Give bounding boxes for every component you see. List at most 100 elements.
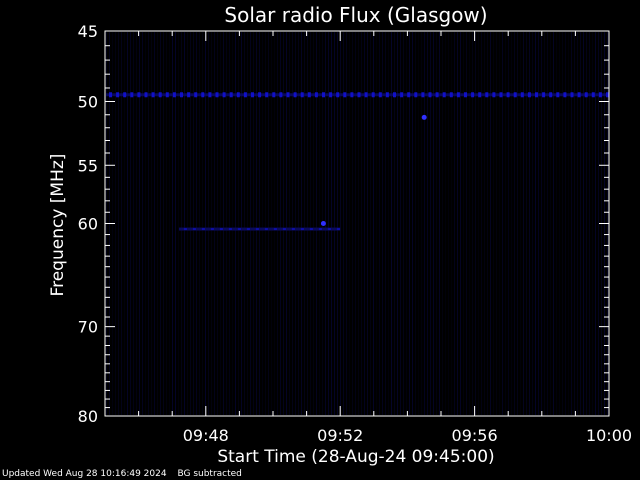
emission-segment [273, 228, 277, 231]
noise-stripe [520, 32, 521, 415]
interference-dot [563, 92, 567, 98]
interference-dot [109, 92, 112, 98]
noise-stripe [214, 32, 215, 415]
interference-dot [535, 92, 538, 98]
bright-spot [421, 114, 427, 120]
noise-stripe [304, 32, 305, 415]
noise-stripe [193, 32, 194, 415]
interference-dot [194, 92, 198, 98]
noise-stripe [427, 32, 428, 415]
noise-stripe [376, 32, 377, 415]
emission-segment [318, 228, 322, 231]
noise-stripe [433, 32, 434, 415]
interference-dot [570, 92, 574, 98]
noise-stripe [562, 32, 563, 415]
noise-stripe [523, 32, 524, 415]
noise-stripe [265, 32, 266, 415]
noise-stripe [463, 32, 464, 415]
noise-stripe [466, 32, 467, 415]
noise-stripe [199, 32, 200, 415]
y-tick-label: 60 [78, 215, 98, 234]
interference-dot [591, 92, 595, 98]
interference-dot [180, 92, 183, 98]
noise-stripe [436, 32, 437, 415]
noise-stripe [397, 32, 398, 415]
interference-dot [144, 92, 148, 98]
noise-stripe [307, 32, 308, 415]
emission-segment [336, 228, 340, 231]
interference-dot [137, 92, 141, 98]
interference-dot [243, 92, 247, 98]
interference-dot [151, 92, 155, 98]
noise-stripe [418, 32, 419, 415]
noise-stripe [277, 32, 278, 415]
interference-dot [556, 92, 560, 98]
emission-segment [210, 228, 214, 231]
interference-dot [584, 92, 588, 98]
emission-segment [282, 228, 286, 231]
noise-stripe [595, 32, 596, 415]
noise-stripe [415, 32, 416, 415]
noise-stripe [481, 32, 482, 415]
emission-segment [300, 228, 304, 231]
noise-stripe [469, 32, 470, 415]
interference-dot [265, 92, 269, 98]
noise-stripe [553, 32, 554, 415]
noise-stripe [301, 32, 302, 415]
noise-stripe [490, 32, 491, 415]
emission-segment [219, 228, 223, 231]
noise-stripe [133, 32, 134, 415]
emission-segment [291, 228, 295, 231]
interference-dot [172, 92, 176, 98]
interference-dot [343, 92, 347, 98]
noise-stripe [541, 32, 542, 415]
interference-dot [158, 92, 162, 98]
interference-dot [336, 92, 340, 98]
noise-stripe [289, 32, 290, 415]
noise-stripe [391, 32, 392, 415]
interference-dot [350, 92, 354, 98]
interference-dot [606, 92, 609, 98]
noise-stripe [475, 32, 476, 415]
noise-stripe [298, 32, 299, 415]
emission-segment [246, 228, 250, 231]
noise-stripe [259, 32, 260, 415]
spectrogram-chart: 09:48 09:52 09:56 10:00 45 50 55 60 70 80 Solar … [48, 3, 632, 467]
interference-dot [251, 92, 254, 98]
noise-stripe [352, 32, 353, 415]
noise-stripe [487, 32, 488, 415]
noise-stripe [328, 32, 329, 415]
noise-stripe [445, 32, 446, 415]
noise-stripe [565, 32, 566, 415]
noise-stripe [442, 32, 443, 415]
noise-stripe [598, 32, 599, 415]
noise-stripe [226, 32, 227, 415]
interference-dot [329, 92, 333, 98]
noise-stripe [340, 32, 341, 415]
noise-stripe [388, 32, 389, 415]
interference-dot [492, 92, 496, 98]
interference-dot [471, 92, 475, 98]
noise-stripe [382, 32, 383, 415]
interference-dot [300, 92, 304, 98]
noise-stripe [205, 32, 206, 415]
noise-stripe [169, 32, 170, 415]
noise-stripe [145, 32, 146, 415]
noise-stripe [187, 32, 188, 415]
interference-dot [506, 92, 510, 98]
noise-stripe [256, 32, 257, 415]
plot-frame [104, 30, 610, 417]
interference-dot [165, 92, 169, 98]
noise-stripe [355, 32, 356, 415]
noise-stripe [229, 32, 230, 415]
noise-stripe [568, 32, 569, 415]
noise-stripe [154, 32, 155, 415]
interference-dot [314, 92, 318, 98]
interference-dot [513, 92, 517, 98]
y-axis-ticks: 45 50 55 60 70 80 [78, 22, 609, 426]
interference-dot [357, 92, 361, 98]
interference-dot [442, 92, 446, 98]
noise-stripe [331, 32, 332, 415]
y-tick-label: 80 [78, 407, 98, 426]
